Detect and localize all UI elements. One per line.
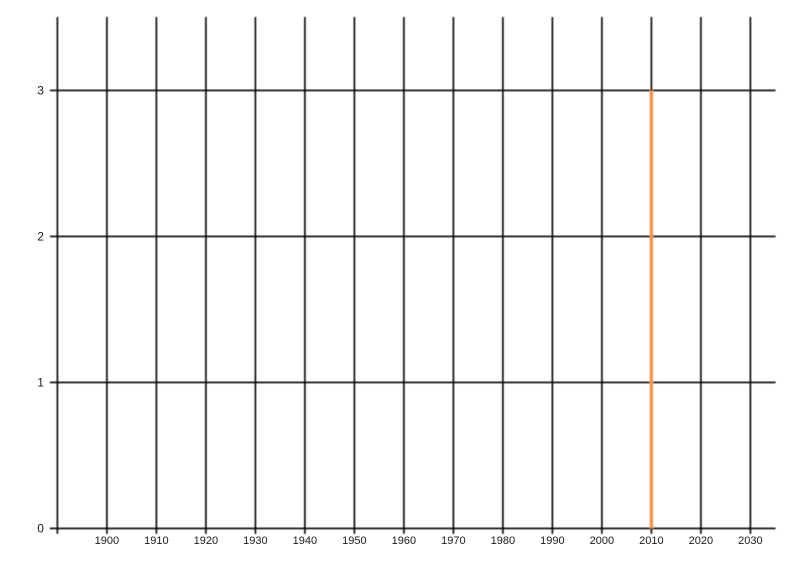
svg-text:2020: 2020 <box>689 535 713 547</box>
svg-text:1990: 1990 <box>540 535 564 547</box>
svg-text:1910: 1910 <box>144 535 168 547</box>
svg-text:2: 2 <box>37 229 44 243</box>
svg-text:1: 1 <box>37 375 44 389</box>
svg-text:1950: 1950 <box>342 535 366 547</box>
svg-text:1960: 1960 <box>392 535 416 547</box>
svg-text:2030: 2030 <box>738 535 762 547</box>
svg-text:2010: 2010 <box>639 535 663 547</box>
svg-text:1970: 1970 <box>441 535 465 547</box>
svg-text:1920: 1920 <box>194 535 218 547</box>
svg-text:0: 0 <box>37 521 44 535</box>
svg-text:1940: 1940 <box>293 535 317 547</box>
svg-text:2000: 2000 <box>590 535 614 547</box>
svg-text:3: 3 <box>37 83 44 97</box>
svg-text:1900: 1900 <box>95 535 119 547</box>
svg-text:1980: 1980 <box>491 535 515 547</box>
svg-text:1930: 1930 <box>243 535 267 547</box>
